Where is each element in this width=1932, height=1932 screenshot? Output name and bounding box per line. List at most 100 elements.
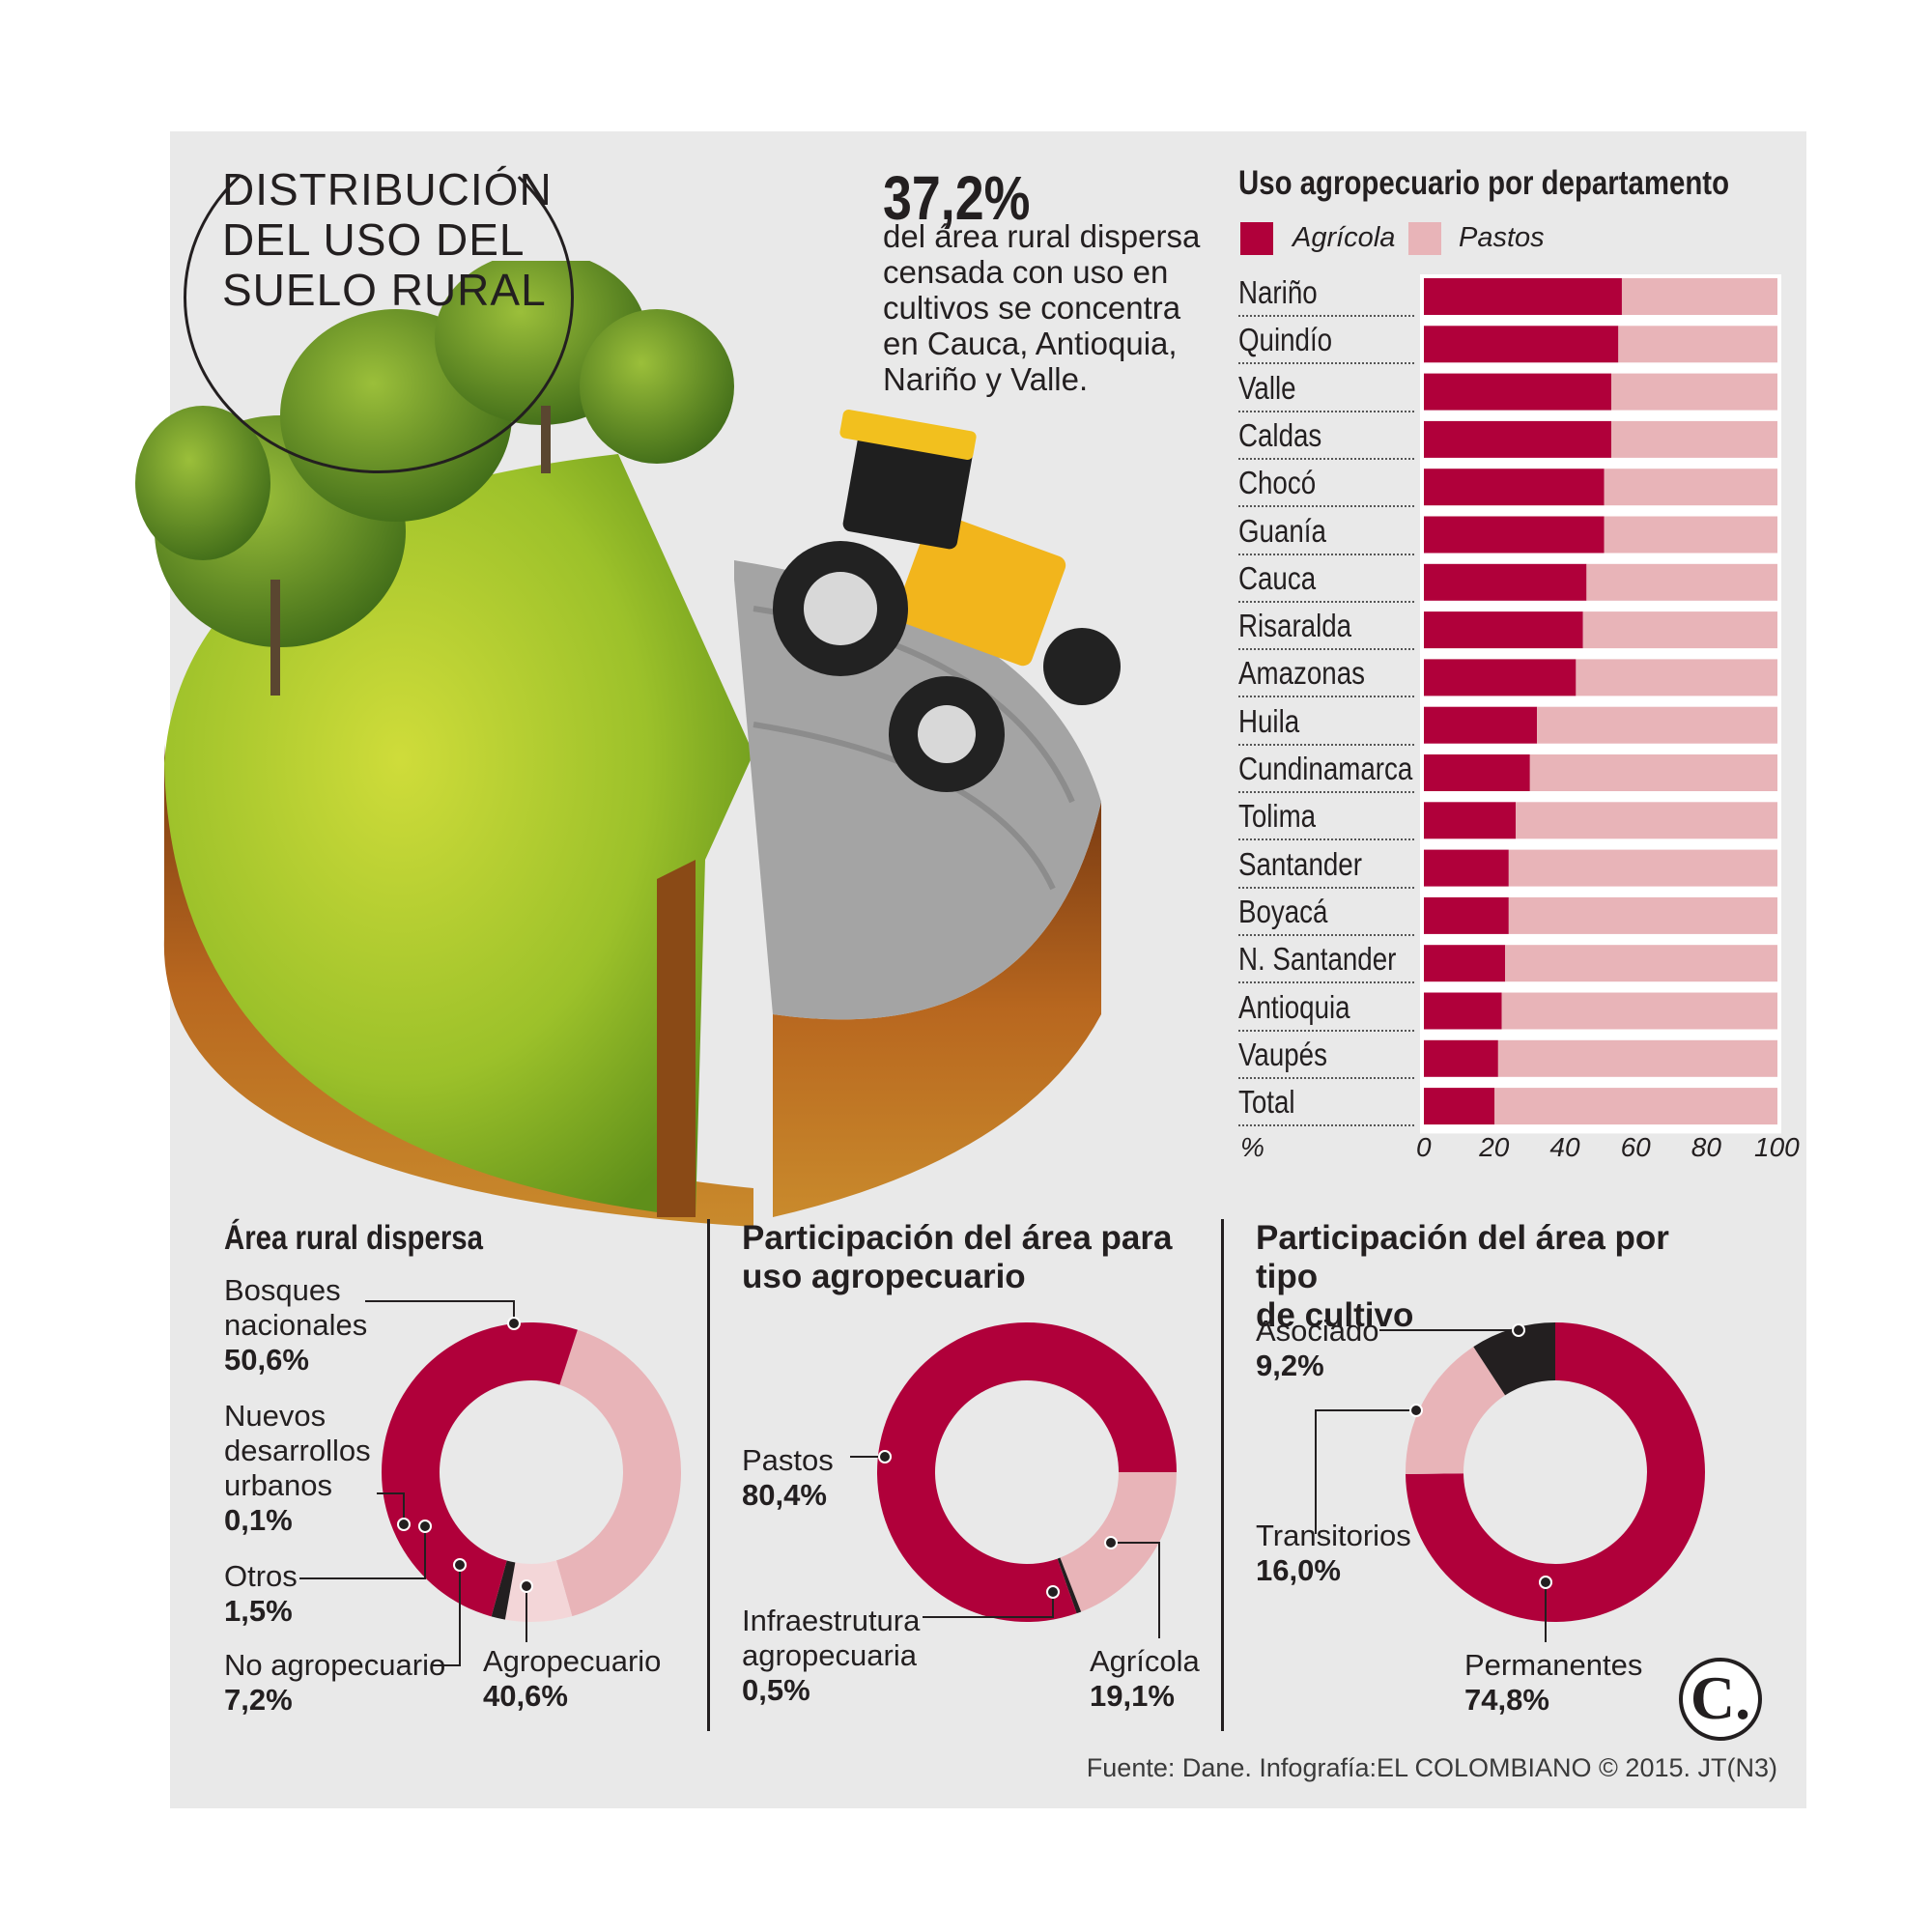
donut-slice <box>504 1560 573 1622</box>
label-agropecuario: Agropecuario 40,6% <box>483 1644 662 1713</box>
donut-slice <box>1057 1557 1082 1614</box>
x-tick-label: 0 <box>1416 1132 1432 1162</box>
leader-dot <box>878 1450 892 1463</box>
leader-line <box>431 1565 461 1666</box>
bar-agricola <box>1424 278 1622 315</box>
leader-dot <box>453 1558 467 1572</box>
x-tick-label: 40 <box>1549 1132 1580 1162</box>
divider-1 <box>707 1219 710 1731</box>
x-tick-label: 60 <box>1620 1132 1651 1162</box>
bar-agricola <box>1424 516 1605 554</box>
leader-line <box>377 1492 405 1524</box>
bar-pastos <box>1618 326 1777 363</box>
bar-leader-dots <box>1238 838 1414 841</box>
bar-agricola <box>1424 563 1587 601</box>
bar-leader-dots <box>1238 553 1414 555</box>
bar-leader-dots <box>1238 791 1414 793</box>
bar-pastos <box>1604 516 1777 554</box>
legend-label-pastos: Pastos <box>1459 222 1545 253</box>
leader-line <box>923 1592 1054 1618</box>
donut-slice <box>555 1329 682 1617</box>
bar-category-label: Cauca <box>1238 559 1317 596</box>
bar-leader-dots <box>1238 1076 1414 1079</box>
label-transitorios: Transitorios 16,0% <box>1256 1519 1411 1587</box>
label-bosques: Bosques nacionales 50,6% <box>224 1273 368 1377</box>
bar-category-label: Huila <box>1238 702 1300 739</box>
leader-dot <box>418 1520 432 1533</box>
leader-line <box>1111 1542 1160 1638</box>
grass-slice <box>163 454 753 1227</box>
bar-leader-dots <box>1238 457 1414 460</box>
bar-category-label: Valle <box>1238 369 1296 406</box>
bar-leader-dots <box>1238 410 1414 412</box>
bar-leader-dots <box>1238 505 1414 508</box>
bar-category-label: Boyacá <box>1238 893 1328 929</box>
donut-slice <box>382 1322 578 1617</box>
label-no-agropecuario: No agropecuario 7,2% <box>224 1648 446 1717</box>
x-tick-label: 100 <box>1754 1132 1800 1162</box>
bar-category-label: Nariño <box>1238 274 1318 310</box>
highlight-value: 37,2% <box>883 163 1031 233</box>
leader-dot <box>1046 1585 1060 1599</box>
leader-dot <box>1512 1323 1525 1337</box>
leader-line <box>299 1526 426 1579</box>
label-permanentes: Permanentes 74,8% <box>1464 1648 1643 1717</box>
x-tick-label: 20 <box>1479 1132 1510 1162</box>
bar-agricola <box>1424 802 1517 839</box>
label-nuevos-desarrollos: Nuevos desarrollos urbanos 0,1% <box>224 1399 371 1537</box>
divider-2 <box>1221 1219 1224 1731</box>
bar-category-label: N. Santander <box>1238 941 1397 978</box>
bar-agricola <box>1424 420 1611 458</box>
bar-leader-dots <box>1238 315 1414 317</box>
donut-slice <box>1406 1321 1706 1622</box>
bar-leader-dots <box>1238 933 1414 936</box>
bar-leader-dots <box>1238 648 1414 651</box>
leader-line <box>1315 1409 1416 1534</box>
bar-pastos <box>1516 802 1777 839</box>
bar-agricola <box>1424 326 1619 363</box>
bar-agricola <box>1424 896 1509 934</box>
leader-dot <box>1104 1536 1118 1549</box>
el-colombiano-logo: C. <box>1679 1658 1762 1741</box>
bar-agricola <box>1424 754 1530 791</box>
bar-leader-dots <box>1238 1124 1414 1127</box>
bar-agricola <box>1424 659 1577 696</box>
bar-category-label: Chocó <box>1238 465 1317 501</box>
bar-agricola <box>1424 945 1506 982</box>
leader-dot <box>397 1518 411 1531</box>
donut-slice <box>1473 1322 1555 1396</box>
bar-agricola <box>1424 469 1605 506</box>
label-pastos: Pastos 80,4% <box>742 1443 834 1512</box>
bar-category-label: Vaupés <box>1238 1036 1327 1072</box>
label-otros: Otros 1,5% <box>224 1559 298 1628</box>
bar-leader-dots <box>1238 743 1414 746</box>
bar-category-label: Cundinamarca <box>1238 751 1413 786</box>
bar-category-label: Guanía <box>1238 512 1326 549</box>
tractor-icon <box>773 410 1121 792</box>
bar-pastos <box>1508 849 1777 887</box>
bar-leader-dots <box>1238 600 1414 603</box>
bar-agricola <box>1424 1088 1495 1125</box>
label-infraestructura: Infraestrutura agropecuaria 0,5% <box>742 1604 921 1707</box>
leader-dot <box>1409 1404 1423 1417</box>
bar-pastos <box>1586 563 1777 601</box>
bar-category-label: Tolima <box>1238 798 1317 835</box>
bar-pastos <box>1582 611 1777 649</box>
bar-agricola <box>1424 373 1611 411</box>
bar-agricola <box>1424 611 1583 649</box>
title-circle <box>184 122 574 473</box>
highlight-text: del área rural dispersa censada con uso … <box>883 218 1201 397</box>
bar-agricola <box>1424 992 1502 1030</box>
bar-category-label: Total <box>1238 1084 1295 1121</box>
bar-pastos <box>1501 992 1777 1030</box>
bar-category-label: Caldas <box>1238 416 1322 453</box>
bar-leader-dots <box>1238 981 1414 984</box>
leader-dot <box>507 1317 521 1330</box>
bar-leader-dots <box>1238 696 1414 698</box>
source-credit: Fuente: Dane. Infografía:EL COLOMBIANO ©… <box>1086 1753 1777 1782</box>
bar-pastos <box>1621 278 1777 315</box>
label-agricola: Agrícola 19,1% <box>1090 1644 1200 1713</box>
bar-pastos <box>1610 373 1777 411</box>
